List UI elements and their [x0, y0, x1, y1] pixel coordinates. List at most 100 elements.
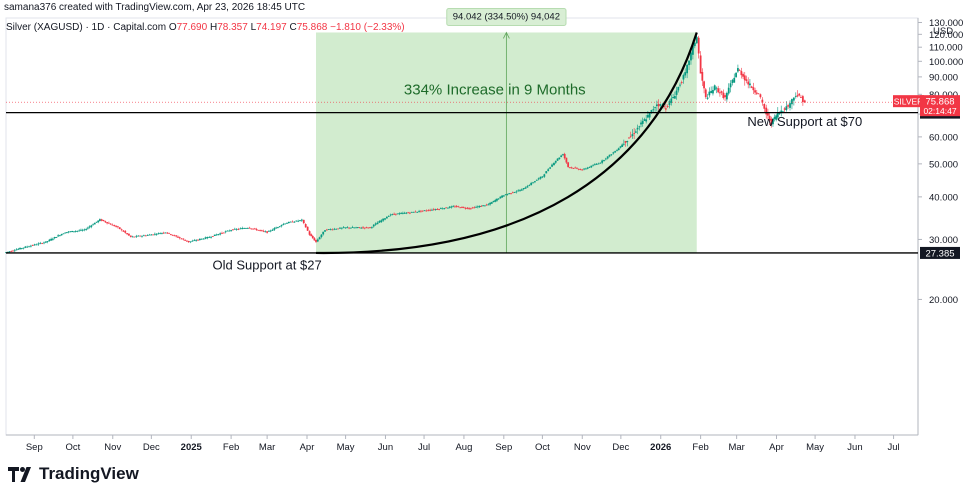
candle [30, 244, 32, 248]
candle [226, 230, 229, 232]
candle-body [228, 230, 231, 232]
candle [137, 235, 140, 237]
candle-body [464, 208, 467, 209]
candle [504, 193, 507, 196]
candle-body [85, 229, 88, 230]
candle-body [519, 190, 521, 192]
candle-body [787, 105, 789, 107]
candle [752, 82, 755, 94]
candle-body [420, 210, 422, 212]
candle-body [496, 198, 498, 201]
candle [26, 245, 29, 248]
candle-body [280, 225, 283, 227]
candle [169, 233, 172, 236]
candle [713, 84, 716, 91]
candle [141, 235, 143, 238]
candle-body [522, 188, 525, 190]
tradingview-logo-icon [8, 466, 31, 482]
candle-body [349, 227, 352, 229]
candle [645, 114, 648, 124]
candle [719, 88, 721, 97]
candle-body [316, 239, 319, 242]
candle [80, 228, 82, 232]
candle [97, 220, 100, 224]
candle [403, 211, 406, 214]
candle-body [501, 195, 503, 198]
candle-body [614, 151, 617, 153]
candle [146, 234, 149, 236]
candle [337, 228, 340, 230]
candle [610, 154, 613, 157]
candle [473, 206, 476, 209]
candle [257, 229, 260, 231]
candle [785, 101, 788, 112]
candle [264, 230, 267, 233]
candle-body [612, 152, 615, 154]
candle-body [715, 87, 718, 89]
candle-body [129, 235, 132, 237]
candle-body [360, 227, 363, 229]
candle-body [302, 219, 305, 224]
candle [513, 191, 516, 194]
candle [374, 222, 377, 226]
candle-body [169, 234, 172, 235]
candle [712, 86, 714, 96]
candle-body [706, 97, 709, 99]
candle [439, 207, 442, 210]
candle-body [487, 204, 490, 206]
candle-body [664, 108, 667, 110]
candle-body [704, 89, 707, 98]
candle-body [796, 95, 799, 97]
candle-body [553, 162, 555, 166]
candle-body [24, 246, 27, 248]
candle-body [754, 90, 756, 93]
candle-body [720, 91, 723, 93]
candle [387, 215, 390, 217]
candle-body [655, 104, 658, 107]
candle [286, 222, 288, 224]
candle-body [416, 211, 419, 213]
candle [318, 236, 321, 240]
candle-body [164, 232, 167, 234]
candle-body [599, 162, 602, 164]
candle-body [757, 93, 760, 95]
candle [139, 235, 142, 237]
candle [593, 163, 596, 166]
candle [104, 220, 107, 223]
x-tick-label: Sep [26, 442, 43, 453]
candle [33, 243, 36, 246]
candle-body [162, 232, 165, 234]
x-tick-label: 2026 [650, 442, 671, 453]
candle-body [425, 210, 428, 212]
candle [175, 234, 178, 238]
candle-body [76, 230, 79, 232]
candle-body [86, 227, 89, 229]
candle [69, 231, 72, 233]
candle-body [266, 231, 269, 233]
candle-body [362, 227, 364, 229]
candle [462, 206, 465, 209]
candle [382, 218, 385, 222]
candle [577, 168, 580, 171]
candle [708, 87, 711, 98]
parabolic-curve [315, 32, 698, 255]
candle-body [10, 251, 13, 252]
candle-body [325, 229, 328, 231]
candle-body [502, 195, 505, 197]
candle [268, 230, 270, 232]
candle-body [794, 96, 797, 97]
candle [794, 92, 797, 99]
candle [95, 221, 98, 224]
candle-body [617, 148, 620, 151]
candle [195, 238, 198, 242]
symbol-name[interactable]: Silver (XAGUSD) · 1D · Capital.com [6, 22, 167, 33]
candle-body [31, 245, 34, 246]
candle-body [768, 115, 771, 121]
tradingview-logo[interactable]: TradingView [8, 464, 139, 484]
candle-body [588, 167, 591, 168]
candle [64, 232, 67, 234]
candle [767, 108, 769, 120]
candle [476, 205, 479, 209]
candle-body [478, 205, 481, 208]
